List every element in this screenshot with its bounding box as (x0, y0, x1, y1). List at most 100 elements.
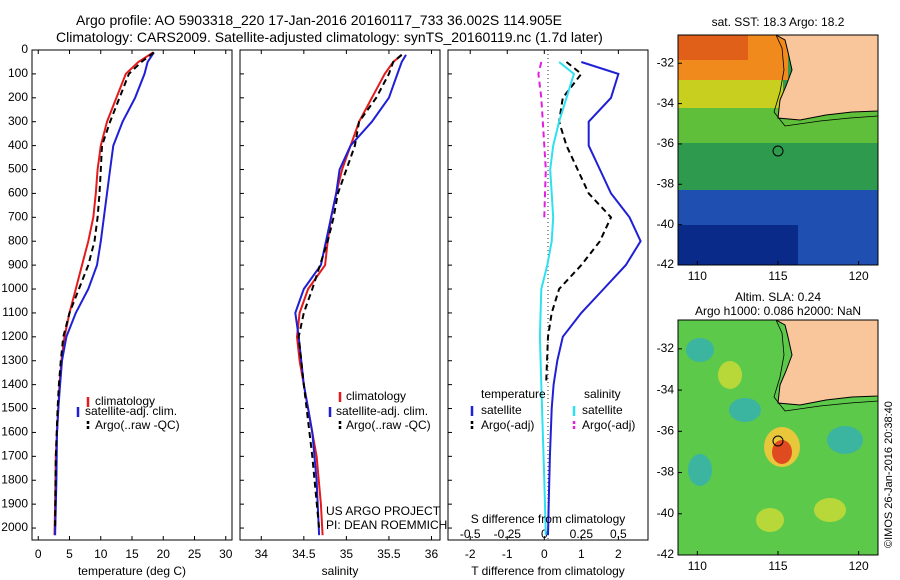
difference-legend-s-satellite: satellite (582, 403, 623, 417)
s-difference-tick-label: 0 (541, 527, 548, 541)
sla-map-title-line1: Altim. SLA: 0.24 (735, 290, 821, 304)
difference-legend-t-argo: Argo(-adj) (481, 418, 534, 432)
figure-title-line2: Climatology: CARS2009. Satellite-adjuste… (56, 29, 603, 45)
sst-green-region (678, 108, 878, 143)
depth-tick-label: 1200 (1, 329, 28, 343)
difference-line-salinity-argo-adj (537, 61, 547, 218)
depth-tick-label: 400 (8, 138, 28, 152)
salinity-tick-label: 35.5 (377, 547, 401, 561)
sla-map-lon-tick-label: 120 (849, 559, 869, 573)
s-difference-tick-label: -0.25 (494, 527, 522, 541)
temperature-series (53, 51, 155, 536)
depth-tick-label: 1800 (1, 472, 28, 486)
difference-tick-label: 2 (615, 547, 622, 561)
temperature-legend-argo: Argo(..raw -QC) (95, 418, 180, 432)
depth-tick-label: 1500 (1, 401, 28, 415)
difference-line-temperature-argo-adj (545, 61, 613, 385)
sst-map-lat-tick-label: -40 (657, 217, 675, 231)
sla-low-blob (686, 338, 714, 362)
temperature-tick-label: 15 (125, 547, 139, 561)
temperature-tick-label: 0 (35, 547, 42, 561)
sst-land (774, 35, 878, 121)
depth-tick-label: 1100 (2, 305, 28, 319)
sla-map-lat-tick-label: -32 (657, 341, 675, 355)
difference-tick-label: -1 (502, 547, 513, 561)
sla-high-blob (756, 508, 784, 532)
temperature-legend: climatology satellite-adj. clim. Argo(..… (76, 394, 180, 432)
depth-tick-label: 300 (8, 114, 28, 128)
sst-map-lat-tick-label: -36 (657, 136, 675, 150)
difference-series (537, 61, 642, 536)
t-difference-label: T difference from climatology (471, 564, 625, 578)
temperature-line-argo-raw-qc (54, 51, 155, 529)
sst-map-lon-tick-label: 115 (768, 269, 787, 283)
temperature-line-climatology (53, 51, 154, 536)
s-difference-tick-label: 0.25 (570, 527, 594, 541)
sla-map-lat-tick-label: -36 (657, 423, 675, 437)
depth-tick-label: 1000 (1, 281, 28, 295)
sst-mid-region (678, 80, 783, 110)
sla-map-ticks: 110 115 120 -32 -34 -36 -38 -40 -42 (657, 341, 869, 573)
sla-map-title-line2: Argo h1000: 0.086 h2000: NaN (695, 304, 861, 318)
salinity-tick-label: 35 (340, 547, 354, 561)
salinity-tick-label: 34 (255, 547, 269, 561)
depth-tick-label: 0 (21, 42, 28, 56)
temperature-legend-climatology: climatology (95, 394, 155, 408)
salinity-legend-argo: Argo(..raw -QC) (346, 418, 431, 432)
depth-tick-label: 600 (8, 186, 28, 200)
temperature-tick-label: 20 (157, 547, 171, 561)
salinity-legend: climatology satellite-adj. clim. Argo(..… (328, 389, 431, 432)
difference-legend-salinity-header: salinity (584, 387, 621, 401)
sla-map-lat-tick-label: -42 (657, 547, 675, 561)
sst-float-marker (772, 145, 784, 157)
difference-tick-label: 0 (541, 547, 548, 561)
sla-map-lat-tick-label: -38 (657, 465, 675, 479)
sst-map-ticks: 110 115 120 -32 -34 -36 -38 -40 -42 (657, 55, 869, 283)
depth-tick-label: 1700 (1, 449, 28, 463)
sla-low-blob (827, 426, 863, 454)
depth-axis-ticks: 0 100 200 300 400 500 600 700 800 900 1000 1100 1200… (1, 42, 452, 534)
temperature-legend-satellite: satellite-adj. clim. (85, 404, 177, 418)
sla-float-marker (772, 435, 784, 447)
temperature-line-satellite-adj-clim (54, 51, 155, 536)
sla-map (678, 320, 878, 555)
sst-map (678, 35, 878, 265)
salinity-x-label: salinity (322, 564, 359, 578)
sst-map-title: sat. SST: 18.3 Argo: 18.2 (712, 15, 845, 29)
sst-map-lat-tick-label: -38 (657, 176, 675, 190)
difference-line-salinity-satellite (538, 61, 576, 536)
difference-legend-s-argo: Argo(-adj) (582, 418, 635, 432)
salinity-panel-frame (239, 49, 441, 541)
sst-map-lat-tick-label: -32 (657, 55, 675, 69)
salinity-legend-satellite: satellite-adj. clim. (336, 404, 428, 418)
difference-line-temperature-satellite (547, 61, 642, 536)
sla-high-blob (718, 361, 742, 389)
sst-coldest-region (678, 225, 798, 265)
depth-tick-label: 1300 (1, 353, 28, 367)
difference-legend: temperature salinity satellite Argo(-adj… (470, 387, 635, 432)
salinity-line-satellite-adj-clim (294, 54, 407, 536)
depth-tick-label: 1900 (1, 496, 28, 510)
depth-tick-label: 900 (8, 257, 28, 271)
s-difference-tick-label: -0.5 (460, 527, 481, 541)
temperature-tick-label: 10 (94, 547, 108, 561)
depth-tick-label: 500 (8, 162, 28, 176)
sst-map-lon-tick-label: 120 (849, 269, 869, 283)
temperature-x-label: temperature (deg C) (78, 564, 186, 578)
sla-map-lon-tick-label: 115 (768, 559, 787, 573)
figure-title-line1: Argo profile: AO 5903318_220 17-Jan-2016… (76, 12, 562, 28)
sst-bathymetry-contour (773, 35, 878, 127)
sst-map-lat-tick-label: -42 (657, 257, 675, 271)
s-difference-label: S difference from climatology (471, 512, 626, 526)
temperature-tick-label: 30 (219, 547, 233, 561)
salinity-tick-label: 36 (425, 547, 439, 561)
sst-hot-region (678, 35, 748, 60)
sst-map-lon-tick-label: 110 (688, 269, 707, 283)
depth-tick-label: 100 (8, 66, 28, 80)
s-difference-tick-label: 0.5 (610, 527, 627, 541)
difference-legend-t-satellite: satellite (481, 403, 522, 417)
sst-map-lat-tick-label: -34 (657, 96, 675, 110)
imos-credit: ©IMOS 26-Jan-2016 20:38:40 (883, 401, 895, 548)
depth-tick-label: 700 (8, 209, 28, 223)
